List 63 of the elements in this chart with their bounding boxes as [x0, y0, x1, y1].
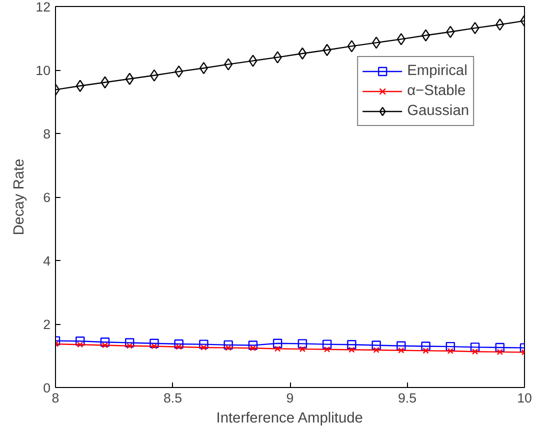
y-tick-label: 8 [43, 126, 51, 142]
point [273, 51, 282, 64]
legend-label: Empirical [407, 63, 468, 79]
legend-label: Gaussian [407, 103, 469, 119]
y-tick-label: 10 [36, 63, 51, 78]
point [472, 348, 478, 355]
point [372, 340, 381, 350]
point [125, 72, 134, 85]
x-axis-title: Interference Amplitude [216, 410, 363, 426]
point [422, 29, 430, 42]
y-axis-title: Decay Rate [12, 158, 28, 236]
point [125, 338, 134, 348]
point [77, 342, 84, 348]
point [225, 344, 232, 351]
point [447, 348, 454, 354]
point [248, 54, 258, 67]
point [373, 346, 380, 354]
point [174, 339, 184, 349]
point [446, 26, 455, 38]
x-tick-label: 9.5 [398, 390, 417, 406]
x-tick-label: 9 [286, 390, 294, 406]
point [224, 340, 233, 350]
y-tick-label: 2 [43, 317, 51, 332]
point [199, 340, 208, 349]
point [348, 346, 355, 353]
point [470, 342, 480, 352]
y-tick-label: 12 [36, 0, 51, 14]
point [422, 348, 429, 354]
point [324, 346, 330, 352]
x-tick-label: 10 [517, 390, 532, 406]
point [322, 340, 332, 349]
point [298, 339, 308, 348]
point [398, 347, 404, 354]
x-tick-label: 8.5 [163, 390, 182, 406]
point [100, 76, 110, 88]
point [446, 342, 455, 352]
point [495, 342, 504, 352]
point [299, 346, 306, 352]
point [76, 80, 84, 92]
point [150, 338, 159, 348]
point [250, 345, 256, 352]
y-tick-label: 0 [43, 380, 51, 396]
y-tick-label: 4 [43, 254, 52, 268]
legend-label: α−Stable [407, 83, 466, 99]
point [224, 58, 233, 70]
point [396, 341, 406, 351]
point [76, 336, 85, 346]
point [248, 340, 258, 350]
point [151, 343, 158, 350]
point [421, 342, 430, 351]
point [272, 338, 282, 348]
point [100, 338, 110, 347]
point [102, 342, 108, 348]
point [126, 342, 133, 349]
point [347, 40, 356, 52]
point [274, 346, 281, 352]
point [200, 344, 207, 351]
point [372, 36, 381, 49]
point [347, 340, 356, 350]
point [396, 33, 406, 46]
point [496, 348, 503, 356]
point [150, 69, 158, 82]
y-tick-label: 6 [43, 190, 51, 205]
